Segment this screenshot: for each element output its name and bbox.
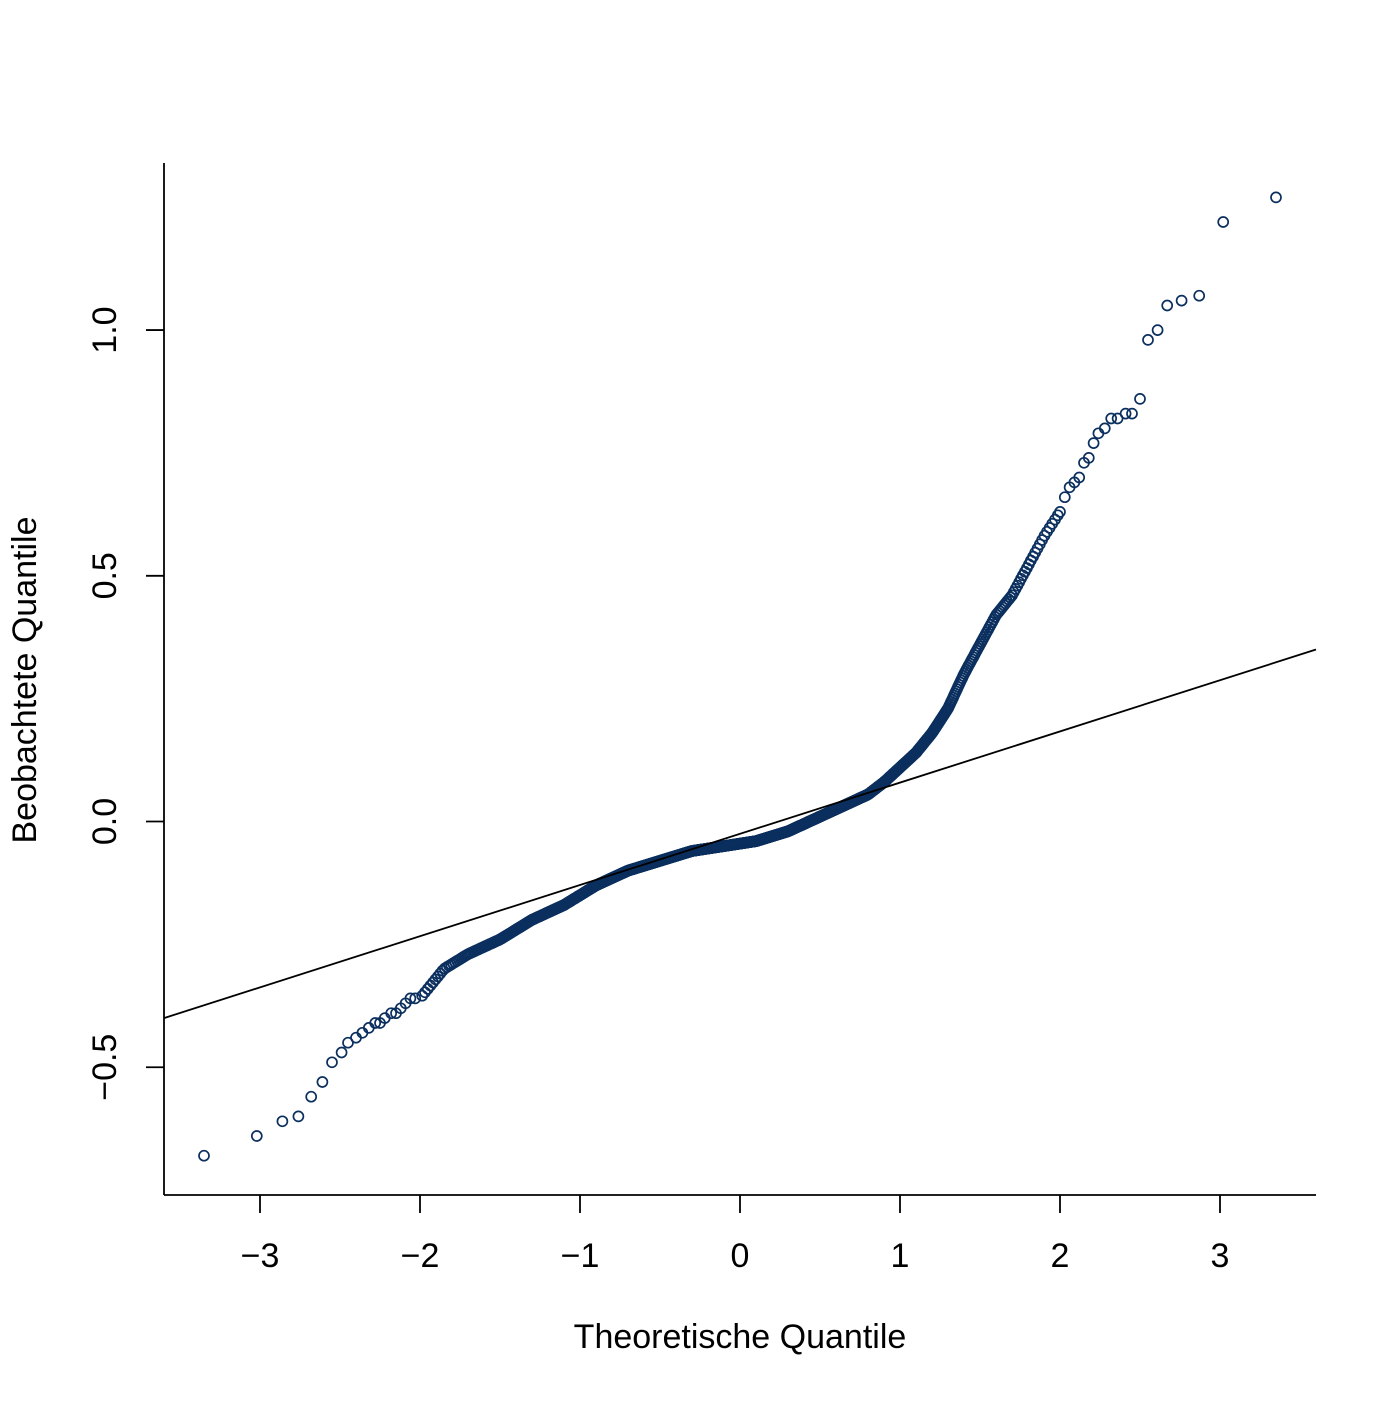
data-point — [1217, 216, 1230, 228]
x-tick-label: 0 — [731, 1237, 750, 1275]
data-point — [305, 1090, 318, 1103]
data-point — [1161, 299, 1174, 312]
data-point — [1119, 407, 1132, 420]
data-point — [404, 992, 417, 1005]
data-point — [416, 989, 429, 1002]
data-point — [1054, 506, 1066, 518]
data-point — [1082, 452, 1095, 464]
data-point — [1098, 422, 1111, 435]
y-tick-label: 1.0 — [86, 306, 124, 353]
x-tick-label: −3 — [241, 1237, 280, 1275]
data-point — [276, 1115, 289, 1128]
data-point — [326, 1056, 338, 1069]
data-point — [198, 1149, 210, 1162]
data-point — [1151, 324, 1164, 336]
x-tick-label: 1 — [891, 1237, 910, 1275]
data-point — [292, 1110, 305, 1123]
data-point — [250, 1130, 263, 1142]
x-tick-label: −2 — [401, 1237, 440, 1275]
data-point — [1270, 191, 1282, 204]
y-tick-label: 0.0 — [86, 798, 124, 845]
data-point — [1105, 412, 1118, 425]
data-point — [409, 992, 422, 1005]
x-axis-title: Theoretische Quantile — [574, 1318, 907, 1356]
data-point — [1087, 437, 1100, 449]
data-point — [1175, 294, 1188, 307]
x-tick-label: 2 — [1051, 1237, 1070, 1275]
y-axis-title: Beobachtete Quantile — [6, 516, 44, 843]
data-point — [1058, 491, 1071, 504]
axes-layer: −3 −2 −1 0 1 2 3 −0.5 0.0 0.5 1.0 — [86, 163, 1316, 1275]
data-point — [369, 1017, 382, 1029]
data-point — [385, 1007, 398, 1020]
reference-line-layer — [163, 648, 1317, 1019]
y-tick-label: −0.5 — [86, 1034, 124, 1101]
data-point — [1193, 289, 1206, 302]
reference-line — [163, 648, 1317, 1019]
data-point — [1126, 407, 1138, 420]
points-layer — [198, 191, 1282, 1162]
x-tick-label: −1 — [561, 1237, 600, 1275]
data-point — [335, 1046, 348, 1059]
data-point — [1142, 334, 1154, 346]
y-tick-label: 0.5 — [86, 552, 124, 599]
data-point — [1073, 471, 1086, 484]
data-point — [316, 1076, 329, 1088]
x-tick-label: 3 — [1211, 1237, 1230, 1275]
data-point — [1134, 393, 1146, 405]
